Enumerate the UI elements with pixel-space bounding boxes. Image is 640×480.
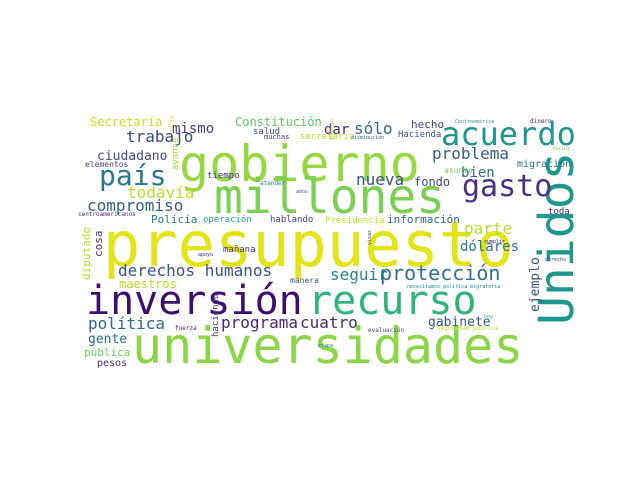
word-pesos: pesos: [97, 358, 127, 369]
word-hacienda: Hacienda: [398, 130, 441, 140]
word-operacion: operación: [203, 214, 252, 225]
word-diputado: diputado: [80, 227, 93, 280]
word-derechos-humanos: derechos humanos: [118, 261, 272, 280]
word-gente: gente: [88, 332, 127, 347]
word-evaluacion: evaluación: [368, 327, 405, 334]
word-seguir: seguir: [330, 265, 388, 284]
word-migracion: migración: [517, 158, 571, 170]
word-visas: visas: [367, 230, 373, 245]
word-ciudadano: ciudadano: [97, 149, 167, 164]
word-problema: problema: [432, 144, 509, 163]
word-anos: años: [296, 189, 308, 195]
word-trabajo: trabajo: [126, 127, 193, 146]
word-universidades: universidades: [132, 317, 523, 375]
word-centroamerica: Centroamérica: [455, 118, 494, 125]
word-derecho: derecho: [545, 257, 566, 263]
word-etapa: etapa: [318, 343, 333, 349]
word-manana: mañana: [223, 245, 256, 255]
word-apoyo: apoyo: [198, 252, 213, 258]
word-gabinete: gabinete: [428, 315, 491, 330]
word-solo: sólo: [354, 119, 393, 138]
word-constitucion: Constitución: [235, 115, 322, 129]
word-elementos: elementos: [85, 160, 129, 169]
word-muchas: muchas: [264, 133, 289, 141]
word-presupuesto: presupuesto: [103, 208, 514, 281]
word-dinero: dinero: [530, 118, 552, 125]
word-ejemplo: ejemplo: [528, 257, 543, 312]
word-recurso: recurso: [308, 278, 477, 324]
word-momento: momento: [329, 119, 335, 140]
word-compromiso: compromiso: [87, 196, 183, 215]
word-bien: bien: [461, 165, 495, 181]
word-publica: pública: [84, 346, 130, 359]
word-salud: salud: [253, 127, 280, 137]
word-dolares: dólares: [460, 239, 519, 255]
word-politica: política: [88, 314, 165, 333]
word-secretario: secretario: [300, 132, 354, 142]
word-gasto: gasto: [462, 169, 552, 204]
word-inversion: inversión: [86, 278, 303, 324]
word-disminucion: disminución: [351, 134, 384, 141]
word-gobierno: gobierno: [179, 135, 420, 193]
word-necesitamos-politica-migratoria: necesitamos política migratoria: [407, 283, 500, 290]
word-nueva: nueva: [356, 170, 404, 189]
word-fuerza: fuerza: [175, 325, 197, 332]
word-cosa: cosa: [92, 231, 105, 258]
word-cuenta: cuenta: [169, 116, 175, 134]
word-cuatro: cuatro: [300, 313, 358, 332]
word-maestros: maestros: [119, 277, 177, 291]
word-seguridad-publica: seguridad pública: [437, 325, 499, 332]
word-parte: parte: [464, 219, 512, 238]
word-hablando: hablando: [270, 215, 313, 225]
word-toda: toda: [548, 207, 570, 217]
word-pais: país: [99, 159, 166, 192]
word-cumplir: cumplir: [484, 239, 505, 245]
word-todavia: todavía: [127, 183, 194, 202]
word-mismo: mismo: [172, 121, 214, 137]
word-tiempo: tiempo: [207, 171, 240, 181]
word-programa: programa: [221, 313, 298, 332]
word-haciendo: haciendo: [211, 294, 221, 337]
word-avance: avance: [171, 137, 181, 170]
word-informacion: información: [387, 213, 460, 226]
word-unidos: Unidos: [529, 152, 585, 325]
word-proteccion: protección: [380, 261, 500, 285]
word-fondo: fondo: [414, 175, 450, 189]
word-presidencia: Presidencia: [325, 216, 385, 226]
word-millones: millones: [214, 169, 445, 225]
word-acuerdo: acuerdo: [441, 115, 576, 153]
word-hecho: hecho: [411, 118, 444, 131]
word-centroamericanos: centroamericanos: [78, 211, 136, 218]
word-dar: dar: [324, 122, 349, 138]
word-hoy: hoy: [484, 314, 493, 320]
word-secretaria: Secretaría: [90, 115, 162, 129]
word-asunto: asunto: [444, 166, 473, 175]
word-varios: varios: [552, 146, 570, 152]
word-atender: atender: [260, 180, 286, 187]
word-policia: Policía: [151, 213, 197, 226]
word-manera: manera: [290, 276, 319, 285]
